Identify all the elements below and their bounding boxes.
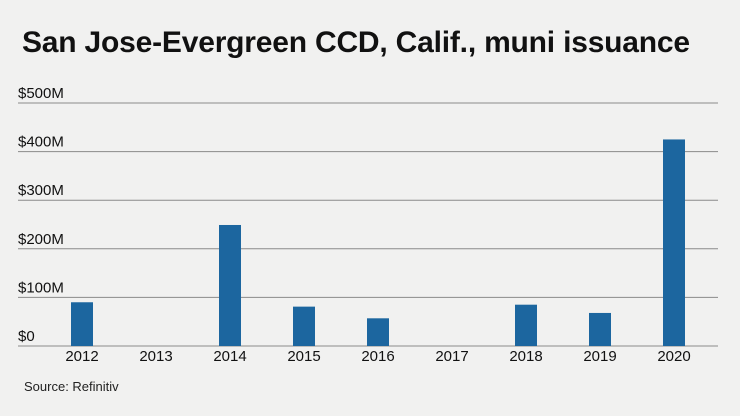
x-tick-label: 2013	[139, 348, 172, 365]
y-tick-label: $300M	[18, 182, 64, 199]
bar-2016	[367, 318, 389, 346]
x-tick-label: 2014	[213, 348, 246, 365]
x-tick-label: 2015	[287, 348, 320, 365]
x-tick-label: 2020	[657, 348, 690, 365]
chart-title: San Jose-Evergreen CCD, Calif., muni iss…	[22, 26, 690, 59]
bar-2014	[219, 224, 241, 346]
x-tick-label: 2018	[509, 348, 542, 365]
x-axis-labels: 2012 2013 2014 2015 2016 2017 2018 2019 2020	[65, 348, 690, 365]
bar-2019	[589, 312, 611, 346]
bar-2018	[515, 304, 537, 346]
y-tick-label: $400M	[18, 134, 64, 151]
bar-2012	[71, 302, 93, 346]
x-tick-label: 2016	[361, 348, 394, 365]
gridlines	[18, 102, 718, 347]
bar-2015	[293, 306, 315, 346]
y-tick-label: $100M	[18, 279, 64, 296]
y-tick-label: $500M	[18, 85, 64, 102]
x-tick-label: 2019	[583, 348, 616, 365]
y-tick-label: $200M	[18, 231, 64, 248]
y-tick-label: $0	[18, 328, 35, 345]
x-tick-label: 2012	[65, 348, 98, 365]
source-note: Source: Refinitiv	[24, 379, 119, 394]
x-tick-label: 2017	[435, 348, 468, 365]
y-axis-labels: $0 $100M $200M $300M $400M $500M	[18, 85, 64, 345]
bars	[71, 139, 685, 346]
bar-2020	[663, 139, 685, 346]
